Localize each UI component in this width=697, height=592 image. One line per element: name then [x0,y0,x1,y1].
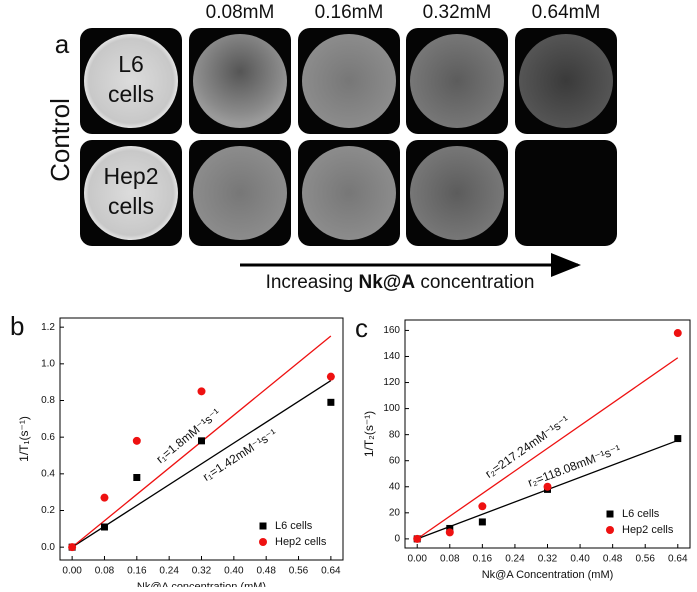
point [198,437,205,445]
point [673,329,682,338]
x-tick-label: 0.00 [407,554,427,565]
x-tick-label: 0.08 [95,566,115,577]
image-disc [84,146,178,240]
x-tick-label: 0.00 [62,566,82,577]
arrow-text-part: Increasing [266,272,354,293]
row-label: Hep2 [104,163,159,189]
image-tile [515,140,617,246]
point [68,543,77,552]
image-disc [410,34,504,128]
y-tick-label: 120 [383,377,400,388]
point [543,482,552,491]
legend-label: Hep2 cells [275,536,327,548]
row-label: cells [108,81,154,107]
y-tick-label: 0.0 [41,542,55,553]
x-tick-label: 0.40 [570,554,590,565]
point [327,398,335,406]
panel-label: b [10,311,24,341]
legend-marker [259,538,267,546]
legend-marker [259,522,267,530]
y-tick-label: 0.6 [41,432,55,443]
fit-line [71,380,332,548]
y-tick-label: 1.0 [41,358,55,369]
x-tick-label: 0.16 [127,566,147,577]
y-axis-label: 1/T₂(s⁻¹) [362,411,376,457]
x-tick-label: 0.64 [321,566,341,577]
row-label: L6 [118,51,144,77]
y-tick-label: 40 [389,481,401,492]
legend-label: L6 cells [275,520,313,532]
y-tick-label: 0.2 [41,505,55,516]
x-tick-label: 0.56 [289,566,309,577]
x-tick-label: 0.32 [538,554,558,565]
y-tick-label: 1.2 [41,322,55,333]
image-disc [302,34,396,128]
row-title: Control [45,98,75,182]
image-disc [84,34,178,128]
panel-label: a [55,29,70,59]
x-tick-label: 0.24 [505,554,525,565]
point [100,523,108,531]
row-label: cells [108,193,154,219]
y-tick-label: 0.4 [41,468,55,479]
x-tick-label: 0.40 [224,566,244,577]
x-tick-label: 0.16 [473,554,493,565]
column-label: 0.64mM [532,2,601,23]
y-tick-label: 0.8 [41,395,55,406]
point [100,493,109,502]
point [133,474,141,481]
x-tick-label: 0.32 [192,566,212,577]
arrow-text-part: concentration [420,272,534,293]
arrow-text: Increasing Nk@A concentration [266,272,535,293]
y-tick-label: 0 [394,534,400,545]
image-disc [193,34,287,128]
fit-line [416,357,679,540]
point [445,528,454,537]
x-axis-label: Nk@A concentration (mM) [137,581,266,587]
image-disc [193,146,287,240]
x-tick-label: 0.08 [440,554,460,565]
y-tick-label: 140 [383,351,400,362]
y-tick-label: 160 [383,325,400,336]
legend-marker [606,510,614,518]
x-tick-label: 0.48 [603,554,623,565]
x-tick-label: 0.56 [635,554,655,565]
y-tick-label: 60 [389,455,401,466]
point [197,387,206,396]
image-disc [519,34,613,128]
point [478,518,486,526]
column-label: 0.16mM [315,2,384,23]
x-axis-label: Nk@A Concentration (mM) [482,569,614,581]
x-tick-label: 0.48 [256,566,276,577]
point [326,372,335,381]
column-label: 0.08mM [206,2,275,23]
point [674,435,682,443]
image-disc [302,146,396,240]
fit-label: r₁=1.42mM⁻¹s⁻¹ [200,426,279,484]
x-tick-label: 0.64 [668,554,688,565]
y-axis-label: 1/T₁(s⁻¹) [17,416,31,462]
y-tick-label: 80 [389,429,401,440]
point [413,534,422,543]
legend-marker [606,526,614,534]
y-tick-label: 100 [383,403,400,414]
point [132,436,141,445]
arrow-text-bold: Nk@A [359,272,416,293]
y-tick-label: 20 [389,507,401,518]
panel-a: a Control Increasing Nk@A concentration … [45,2,617,293]
fit-label: r₂=118.08mM⁻¹s⁻¹ [526,442,623,490]
image-disc [410,146,504,240]
legend-label: L6 cells [622,508,660,520]
x-tick-label: 0.24 [159,566,179,577]
point [478,502,487,511]
legend-label: Hep2 cells [622,524,674,536]
column-label: 0.32mM [423,2,492,23]
panel-label: c [355,313,368,343]
